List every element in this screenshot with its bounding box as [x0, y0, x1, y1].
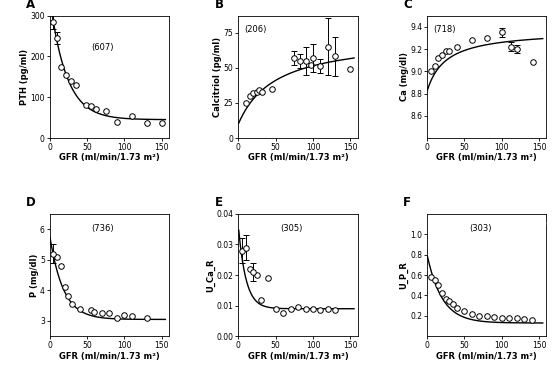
Y-axis label: U_Ca_R: U_Ca_R [206, 258, 215, 292]
Text: C: C [403, 0, 412, 11]
Text: (303): (303) [469, 224, 491, 233]
Text: (718): (718) [433, 25, 455, 34]
Text: E: E [215, 196, 222, 209]
Y-axis label: P (mg/dl): P (mg/dl) [30, 253, 39, 297]
X-axis label: GFR (ml/min/1.73 m²): GFR (ml/min/1.73 m²) [248, 153, 348, 162]
Text: (736): (736) [92, 224, 114, 233]
Text: F: F [403, 196, 411, 209]
X-axis label: GFR (ml/min/1.73 m²): GFR (ml/min/1.73 m²) [437, 352, 537, 361]
Y-axis label: Calcitriol (pg/ml): Calcitriol (pg/ml) [214, 37, 222, 117]
Y-axis label: U_P_R: U_P_R [400, 261, 408, 289]
Text: A: A [26, 0, 35, 11]
Text: D: D [26, 196, 35, 209]
X-axis label: GFR (ml/min/1.73 m²): GFR (ml/min/1.73 m²) [59, 153, 160, 162]
Text: (607): (607) [92, 43, 114, 52]
Text: (305): (305) [280, 224, 302, 233]
X-axis label: GFR (ml/min/1.73 m²): GFR (ml/min/1.73 m²) [248, 352, 348, 361]
Text: (206): (206) [245, 25, 267, 34]
Y-axis label: PTH (pg/ml): PTH (pg/ml) [20, 49, 29, 105]
Text: B: B [215, 0, 224, 11]
X-axis label: GFR (ml/min/1.73 m²): GFR (ml/min/1.73 m²) [437, 153, 537, 162]
X-axis label: GFR (ml/min/1.73 m²): GFR (ml/min/1.73 m²) [59, 352, 160, 361]
Y-axis label: Ca (mg/dl): Ca (mg/dl) [400, 52, 408, 101]
Text: 1.10: 1.10 [530, 220, 546, 229]
